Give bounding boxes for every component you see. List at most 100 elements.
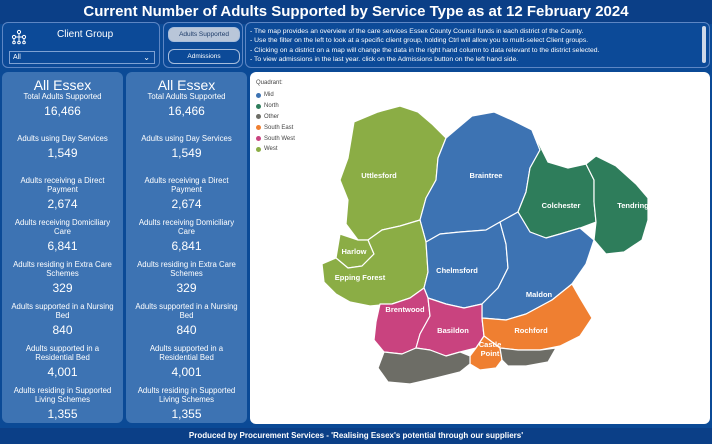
essex-summary-column: All Essex Total Adults Supported 16,466 A… (2, 72, 123, 423)
essex-map-panel: Quadrant: Mid North Other South East Sou… (250, 72, 710, 424)
district-label: Maldon (526, 290, 553, 299)
stat-label: Adults supported in a Residential Bed (149, 344, 224, 362)
legend-swatch (256, 125, 261, 131)
legend-label: West (264, 146, 278, 153)
legend-item[interactable]: West (256, 144, 295, 155)
stat-direct-payment: Adults receiving a Direct Payment 2,674 (126, 176, 247, 218)
info-line: - To view admissions in the last year. c… (250, 56, 519, 64)
district-basildon[interactable] (415, 297, 485, 357)
stat-value: 1,355 (171, 407, 202, 421)
stat-label: Adults receiving Domiciliary Care (138, 218, 235, 236)
chevron-down-icon: ⌄ (143, 53, 150, 62)
stat-day-services: Adults using Day Services 1,549 (126, 134, 247, 176)
column-heading: All Essex (157, 77, 216, 93)
stat-extra-care: Adults residing in Extra Care Schemes 329 (2, 260, 123, 302)
stat-domiciliary: Adults receiving Domiciliary Care 6,841 (2, 218, 123, 260)
stat-value: 840 (52, 323, 73, 337)
stat-value: 6,841 (47, 239, 78, 253)
info-line: - Clicking on a district on a map will c… (250, 46, 600, 54)
stat-label: Adults using Day Services (141, 134, 232, 143)
info-line: - Use the filter on the left to look at … (250, 37, 589, 45)
district-tendring[interactable] (585, 155, 649, 255)
legend-swatch (256, 114, 261, 120)
legend-item[interactable]: South West (256, 133, 295, 144)
stat-residential: Adults supported in a Residential Bed 4,0… (2, 344, 123, 386)
district-label: Chelmsford (436, 266, 478, 275)
hierarchy-icon (11, 29, 27, 45)
district-label: Epping Forest (335, 273, 386, 282)
stat-value: 1,355 (47, 407, 78, 421)
scrollbar[interactable] (702, 26, 706, 63)
district-label: Tendring (617, 201, 649, 210)
info-line: - The map provides an overview of the ca… (250, 28, 584, 35)
stat-value: 329 (52, 281, 73, 295)
legend-swatch (256, 103, 261, 109)
stat-residential: Adults supported in a Residential Bed 4,0… (126, 344, 247, 386)
adults-supported-button[interactable]: Adults Supported (168, 27, 240, 42)
info-panel: - The map provides an overview of the ca… (245, 22, 710, 68)
district-thurrock[interactable] (377, 347, 471, 385)
stat-label: Adults receiving a Direct Payment (144, 176, 229, 194)
stat-label: Total Adults Supported (147, 92, 226, 101)
footer: Produced by Procurement Services - 'Real… (0, 428, 712, 444)
stat-label: Adults residing in Extra Care Schemes (13, 260, 112, 278)
district-summary-column: All Essex Total Adults Supported 16,466 A… (126, 72, 247, 423)
stat-day-services: Adults using Day Services 1,549 (2, 134, 123, 176)
admissions-button[interactable]: Admissions (168, 49, 240, 64)
view-buttons: Adults Supported Admissions (163, 22, 243, 68)
legend-swatch (256, 146, 261, 152)
stat-value: 840 (176, 323, 197, 337)
stat-label: Adults using Day Services (17, 134, 108, 143)
legend-label: South West (264, 135, 295, 142)
district-label: Castle Point (479, 340, 502, 358)
stat-supported-living: Adults residing in Supported Living Sche… (2, 386, 123, 428)
district-label: Basildon (437, 326, 469, 335)
district-label: Colchester (542, 201, 581, 210)
stat-label: Adults supported in a Nursing Bed (135, 302, 238, 320)
stat-label: Adults receiving Domiciliary Care (14, 218, 111, 236)
stat-value: 2,674 (171, 197, 202, 211)
district-southend[interactable] (499, 347, 557, 367)
district-label: Brentwood (385, 305, 425, 314)
legend-label: Other (264, 113, 280, 120)
stat-value: 1,549 (47, 146, 78, 160)
legend-label: North (264, 103, 279, 110)
stat-value: 16,466 (44, 104, 81, 118)
legend-item[interactable]: South East (256, 122, 295, 133)
stat-label: Adults residing in Supported Living Sche… (137, 386, 236, 404)
legend-item[interactable]: North (256, 101, 295, 112)
stat-label: Total Adults Supported (23, 92, 102, 101)
legend-item[interactable]: Mid (256, 90, 295, 101)
stat-value: 329 (176, 281, 197, 295)
essex-map: Uttlesford Braintree Colchester Tendring… (321, 105, 649, 385)
client-group-select[interactable]: All ⌄ (9, 51, 155, 64)
stat-extra-care: Adults residing in Extra Care Schemes 329 (126, 260, 247, 302)
stat-nursing: Adults supported in a Nursing Bed 840 (126, 302, 247, 344)
stat-label: Adults supported in a Residential Bed (25, 344, 100, 362)
district-label: Uttlesford (361, 171, 397, 180)
district-label: Rochford (514, 326, 548, 335)
stat-total: Total Adults Supported 16,466 (2, 92, 123, 134)
stat-label: Adults supported in a Nursing Bed (11, 302, 114, 320)
legend-label: South East (264, 124, 294, 131)
stat-nursing: Adults supported in a Nursing Bed 840 (2, 302, 123, 344)
legend-swatch (256, 92, 261, 98)
stat-total: Total Adults Supported 16,466 (126, 92, 247, 134)
page-title: Current Number of Adults Supported by Se… (0, 0, 712, 24)
stat-domiciliary: Adults receiving Domiciliary Care 6,841 (126, 218, 247, 260)
client-group-filter: Client Group All ⌄ (2, 22, 160, 68)
legend-swatch (256, 136, 261, 142)
stat-value: 2,674 (47, 197, 78, 211)
stat-value: 6,841 (171, 239, 202, 253)
stat-value: 16,466 (168, 104, 205, 118)
stat-label: Adults receiving a Direct Payment (20, 176, 105, 194)
stat-direct-payment: Adults receiving a Direct Payment 2,674 (2, 176, 123, 218)
column-heading: All Essex (33, 77, 92, 93)
legend-label: Mid (264, 92, 274, 99)
stat-supported-living: Adults residing in Supported Living Sche… (126, 386, 247, 428)
district-label: Harlow (341, 247, 366, 256)
stat-label: Adults residing in Extra Care Schemes (137, 260, 236, 278)
quadrant-legend: Quadrant: Mid North Other South East Sou… (256, 80, 295, 155)
legend-item[interactable]: Other (256, 112, 295, 123)
legend-title: Quadrant: (256, 80, 283, 86)
